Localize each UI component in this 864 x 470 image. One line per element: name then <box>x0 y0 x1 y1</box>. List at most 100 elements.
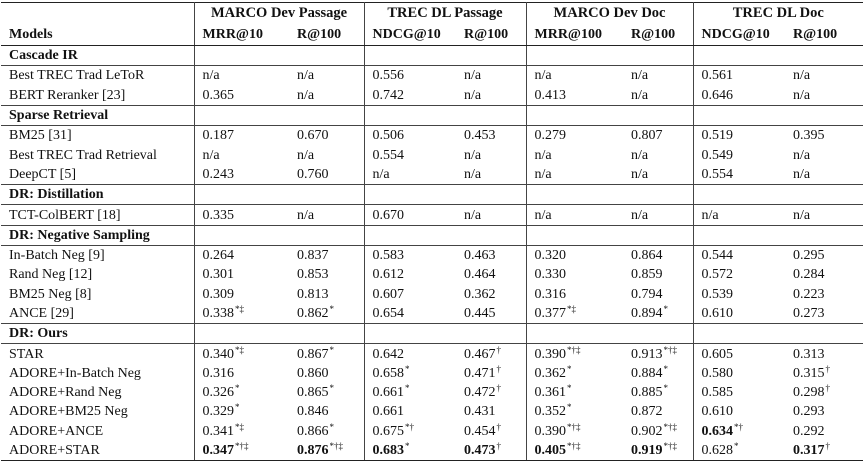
metric-cell: 0.295 <box>793 248 825 264</box>
section-row: Sparse Retrieval <box>1 104 864 127</box>
metric-value: 0.341 <box>202 423 235 439</box>
metric-cell: 0.390*†‡ <box>526 344 623 364</box>
data-row: BERT Reranker [23] 0.365 n/a 0.742 n/a 0.413 n… <box>1 85 863 106</box>
metric-cell: 0.338*‡ <box>194 304 289 324</box>
metric-cell: 0.284 <box>793 267 825 283</box>
metric-cell: 0.607 <box>372 286 405 302</box>
metric-cell: 0.885* <box>623 383 694 403</box>
metric-value: 0.894 <box>631 306 663 321</box>
blank-cell <box>785 104 864 127</box>
metric-cell: 0.634*† <box>693 422 785 441</box>
metric-cell: 0.320 <box>534 248 567 264</box>
blank-cell <box>526 104 623 127</box>
significance-mark: * <box>329 383 335 394</box>
blank-cell <box>623 323 694 345</box>
metric-cell: 0.431 <box>456 402 527 422</box>
metric-cell: n/a <box>456 85 527 106</box>
blank-cell <box>456 224 527 246</box>
metric-cell: 0.794 <box>623 284 694 304</box>
blank-cell <box>785 184 864 206</box>
significance-mark: *‡ <box>235 421 244 432</box>
blank-cell <box>364 323 456 345</box>
metric-cell: 0.583 <box>372 248 405 264</box>
metric-cell: 0.554 <box>701 166 734 182</box>
model-name: BERT Reranker [23] <box>1 85 195 106</box>
metric-cell: 0.467† <box>456 343 527 364</box>
blank-cell <box>194 323 289 345</box>
metric-value: 0.405 <box>534 443 567 459</box>
blank-cell <box>289 44 365 67</box>
metric-cell: n/a <box>793 147 811 163</box>
metric-cell: n/a <box>793 207 811 223</box>
blank-cell <box>194 224 289 246</box>
metric-cell: n/a <box>456 145 527 165</box>
metric-cell: 0.264 <box>202 248 235 264</box>
section-title: Sparse Retrieval <box>1 104 195 127</box>
data-row: ADORE+STAR 0.347*†‡ 0.876*†‡ 0.683* 0.473† 0.… <box>1 440 864 462</box>
significance-mark: * <box>567 383 572 394</box>
metric-cell: 0.309 <box>202 286 235 302</box>
significance-mark: * <box>567 402 572 413</box>
metric-cell: 0.293 <box>793 404 825 420</box>
model-name: DeepCT [5] <box>1 164 195 185</box>
section-row: DR: Ours <box>1 323 864 345</box>
metric-cell: n/a <box>623 145 694 165</box>
metric-cell: n/a <box>456 65 527 86</box>
model-name: ADORE+STAR <box>1 440 195 462</box>
significance-mark: * <box>329 344 335 355</box>
metric-cell: 0.556 <box>372 68 405 84</box>
blank-cell <box>289 224 365 246</box>
metric-cell: n/a <box>372 166 390 182</box>
metric-cell: 0.326* <box>194 383 289 402</box>
data-row: BM25 Neg [8] 0.309 0.813 0.607 0.362 0.316 0.7… <box>1 284 863 304</box>
metric-cell: 0.661* <box>364 383 456 402</box>
metric-cell: 0.390*†‡ <box>526 422 623 441</box>
blank-cell <box>693 44 786 67</box>
table-header: MARCO Dev Passage TREC DL Passage MARCO De… <box>1 2 864 46</box>
metric-cell: 0.610 <box>701 306 734 321</box>
data-row: Best TREC Trad Retrieval n/a n/a 0.554 n/a n/… <box>1 145 863 165</box>
metric-cell: 0.317† <box>785 440 864 462</box>
blank-cell <box>364 184 456 206</box>
blank-cell <box>693 184 786 206</box>
metric-cell: n/a <box>289 204 365 226</box>
data-row: TCT-ColBERT [18] 0.335 n/a 0.670 n/a n/a n/a n/… <box>1 204 863 226</box>
blank-cell <box>623 44 694 67</box>
significance-mark: * <box>405 363 410 374</box>
metric-cell: 0.405*†‡ <box>526 440 623 462</box>
significance-mark: * <box>235 383 240 394</box>
metric-cell: 0.187 <box>202 128 235 144</box>
metric-cell: 0.347*†‡ <box>194 440 289 462</box>
metric-value: 0.634 <box>701 423 734 439</box>
significance-mark: * <box>734 441 739 452</box>
metric-cell: 0.642 <box>372 346 405 362</box>
blank-cell <box>623 104 694 127</box>
metric-value: 0.390 <box>534 423 567 439</box>
metric-cell: 0.884* <box>623 363 694 384</box>
metric-value: 0.683 <box>372 443 405 459</box>
blank-cell <box>194 104 289 127</box>
metric-cell: n/a <box>701 207 719 223</box>
metric-cell: 0.330 <box>534 267 567 283</box>
metric-value: 0.885 <box>631 385 663 401</box>
metric-value: 0.315 <box>793 365 825 381</box>
metric-cell: 0.464 <box>456 265 527 285</box>
significance-mark: * <box>329 304 335 314</box>
models-header: Models <box>1 24 195 46</box>
metric-cell: 0.866* <box>289 421 365 441</box>
metric-cell: 0.585 <box>701 385 734 401</box>
group-header-row: MARCO Dev Passage TREC DL Passage MARCO De… <box>1 2 864 24</box>
model-name: In-Batch Neg [9] <box>1 245 195 266</box>
metric-cell: n/a <box>623 164 694 185</box>
metric-value: 0.352 <box>534 404 567 420</box>
metric-header-row: Models MRR@10 R@100 NDCG@10 R@100 MRR@100 R@10… <box>1 24 864 46</box>
significance-mark: *†‡ <box>235 441 249 452</box>
metric-cell: 0.316 <box>202 365 235 381</box>
blank-cell <box>364 44 456 67</box>
metric-value: 0.902 <box>631 423 663 439</box>
metric-cell: n/a <box>289 65 365 86</box>
metric-value: 0.884 <box>631 365 663 381</box>
metric-cell: n/a <box>456 164 527 185</box>
model-name: BM25 Neg [8] <box>1 284 195 304</box>
model-name: ADORE+BM25 Neg <box>1 402 195 422</box>
